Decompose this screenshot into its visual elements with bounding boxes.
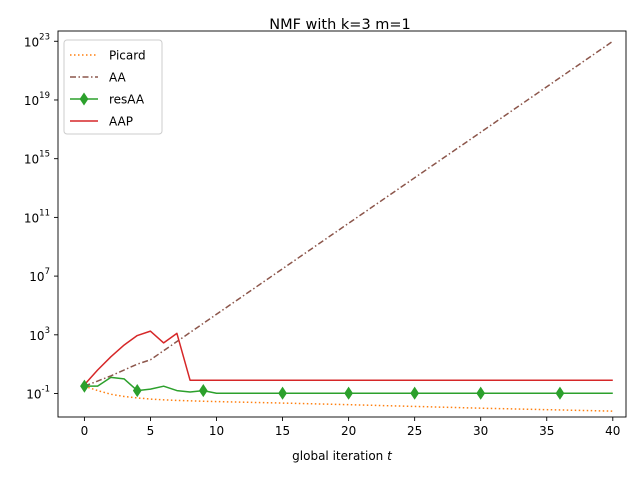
series-line-aa — [84, 40, 614, 387]
chart-title: NMF with k=3 m=1 — [269, 17, 411, 33]
y-tick-base: 10 — [29, 270, 44, 284]
legend: Picard AA resAA AAP — [63, 39, 163, 135]
x-tick-label: 25 — [407, 424, 422, 438]
y-tick-base: 10 — [29, 329, 44, 343]
x-axis-label: global iteration t — [292, 449, 393, 463]
y-tick-label: 1019 — [24, 91, 50, 108]
y-tick-base: 10 — [24, 94, 39, 108]
legend-marker-resaa — [79, 92, 89, 106]
series-line-picard — [84, 385, 613, 412]
y-tick-base: 10 — [24, 153, 39, 167]
series-line-resaa — [84, 376, 613, 394]
y-tick-label: 1023 — [24, 32, 50, 49]
y-tick-label: 1011 — [24, 208, 50, 225]
y-tick-exponent: 3 — [45, 326, 50, 336]
legend-frame — [63, 39, 163, 135]
x-axis: 0 5 10 15 20 25 30 35 40 — [81, 417, 620, 438]
x-tick-label: 0 — [81, 424, 89, 438]
series-marker-resaa — [410, 386, 420, 400]
legend-label-aap: AAP — [109, 115, 133, 129]
series-marker-resaa — [344, 386, 353, 400]
plot-frame — [57, 30, 627, 418]
x-tick-label: 20 — [341, 424, 356, 438]
y-tick-base: 10 — [24, 35, 39, 49]
y-tick-label: 10-1 — [26, 385, 50, 402]
x-tick-label: 15 — [275, 424, 290, 438]
x-tick-label: 40 — [605, 424, 620, 438]
y-tick-label: 1015 — [24, 150, 50, 167]
y-tick-exponent: -1 — [42, 385, 50, 395]
legend-label-aa: AA — [109, 71, 127, 85]
x-tick-label: 10 — [209, 424, 224, 438]
x-axis-label-text: global iteration — [292, 449, 383, 463]
y-tick-exponent: 11 — [39, 208, 50, 218]
x-tick-label: 5 — [147, 424, 155, 438]
series-marker-resaa — [198, 384, 208, 398]
legend-label-picard: Picard — [109, 49, 146, 63]
plot-lines — [83, 40, 614, 412]
y-tick-base: 10 — [24, 211, 39, 225]
series-marker-resaa — [80, 379, 89, 393]
x-axis-label-variable: t — [387, 449, 393, 463]
series-line-aap — [83, 330, 613, 386]
y-tick-exponent: 23 — [39, 32, 50, 42]
x-tick-label: 35 — [539, 424, 554, 438]
legend-label-resaa: resAA — [109, 93, 145, 107]
y-tick-exponent: 19 — [39, 91, 50, 101]
plot-markers — [80, 379, 565, 400]
y-tick-exponent: 7 — [45, 267, 50, 277]
y-tick-label: 107 — [29, 267, 50, 284]
x-tick-label: 30 — [473, 424, 488, 438]
series-marker-resaa — [555, 386, 565, 400]
series-marker-resaa — [278, 386, 287, 400]
y-tick-base: 10 — [26, 388, 41, 402]
y-tick-exponent: 15 — [39, 150, 50, 160]
y-tick-label: 103 — [29, 326, 50, 343]
series-marker-resaa — [476, 386, 486, 400]
series-marker-resaa — [132, 384, 142, 398]
